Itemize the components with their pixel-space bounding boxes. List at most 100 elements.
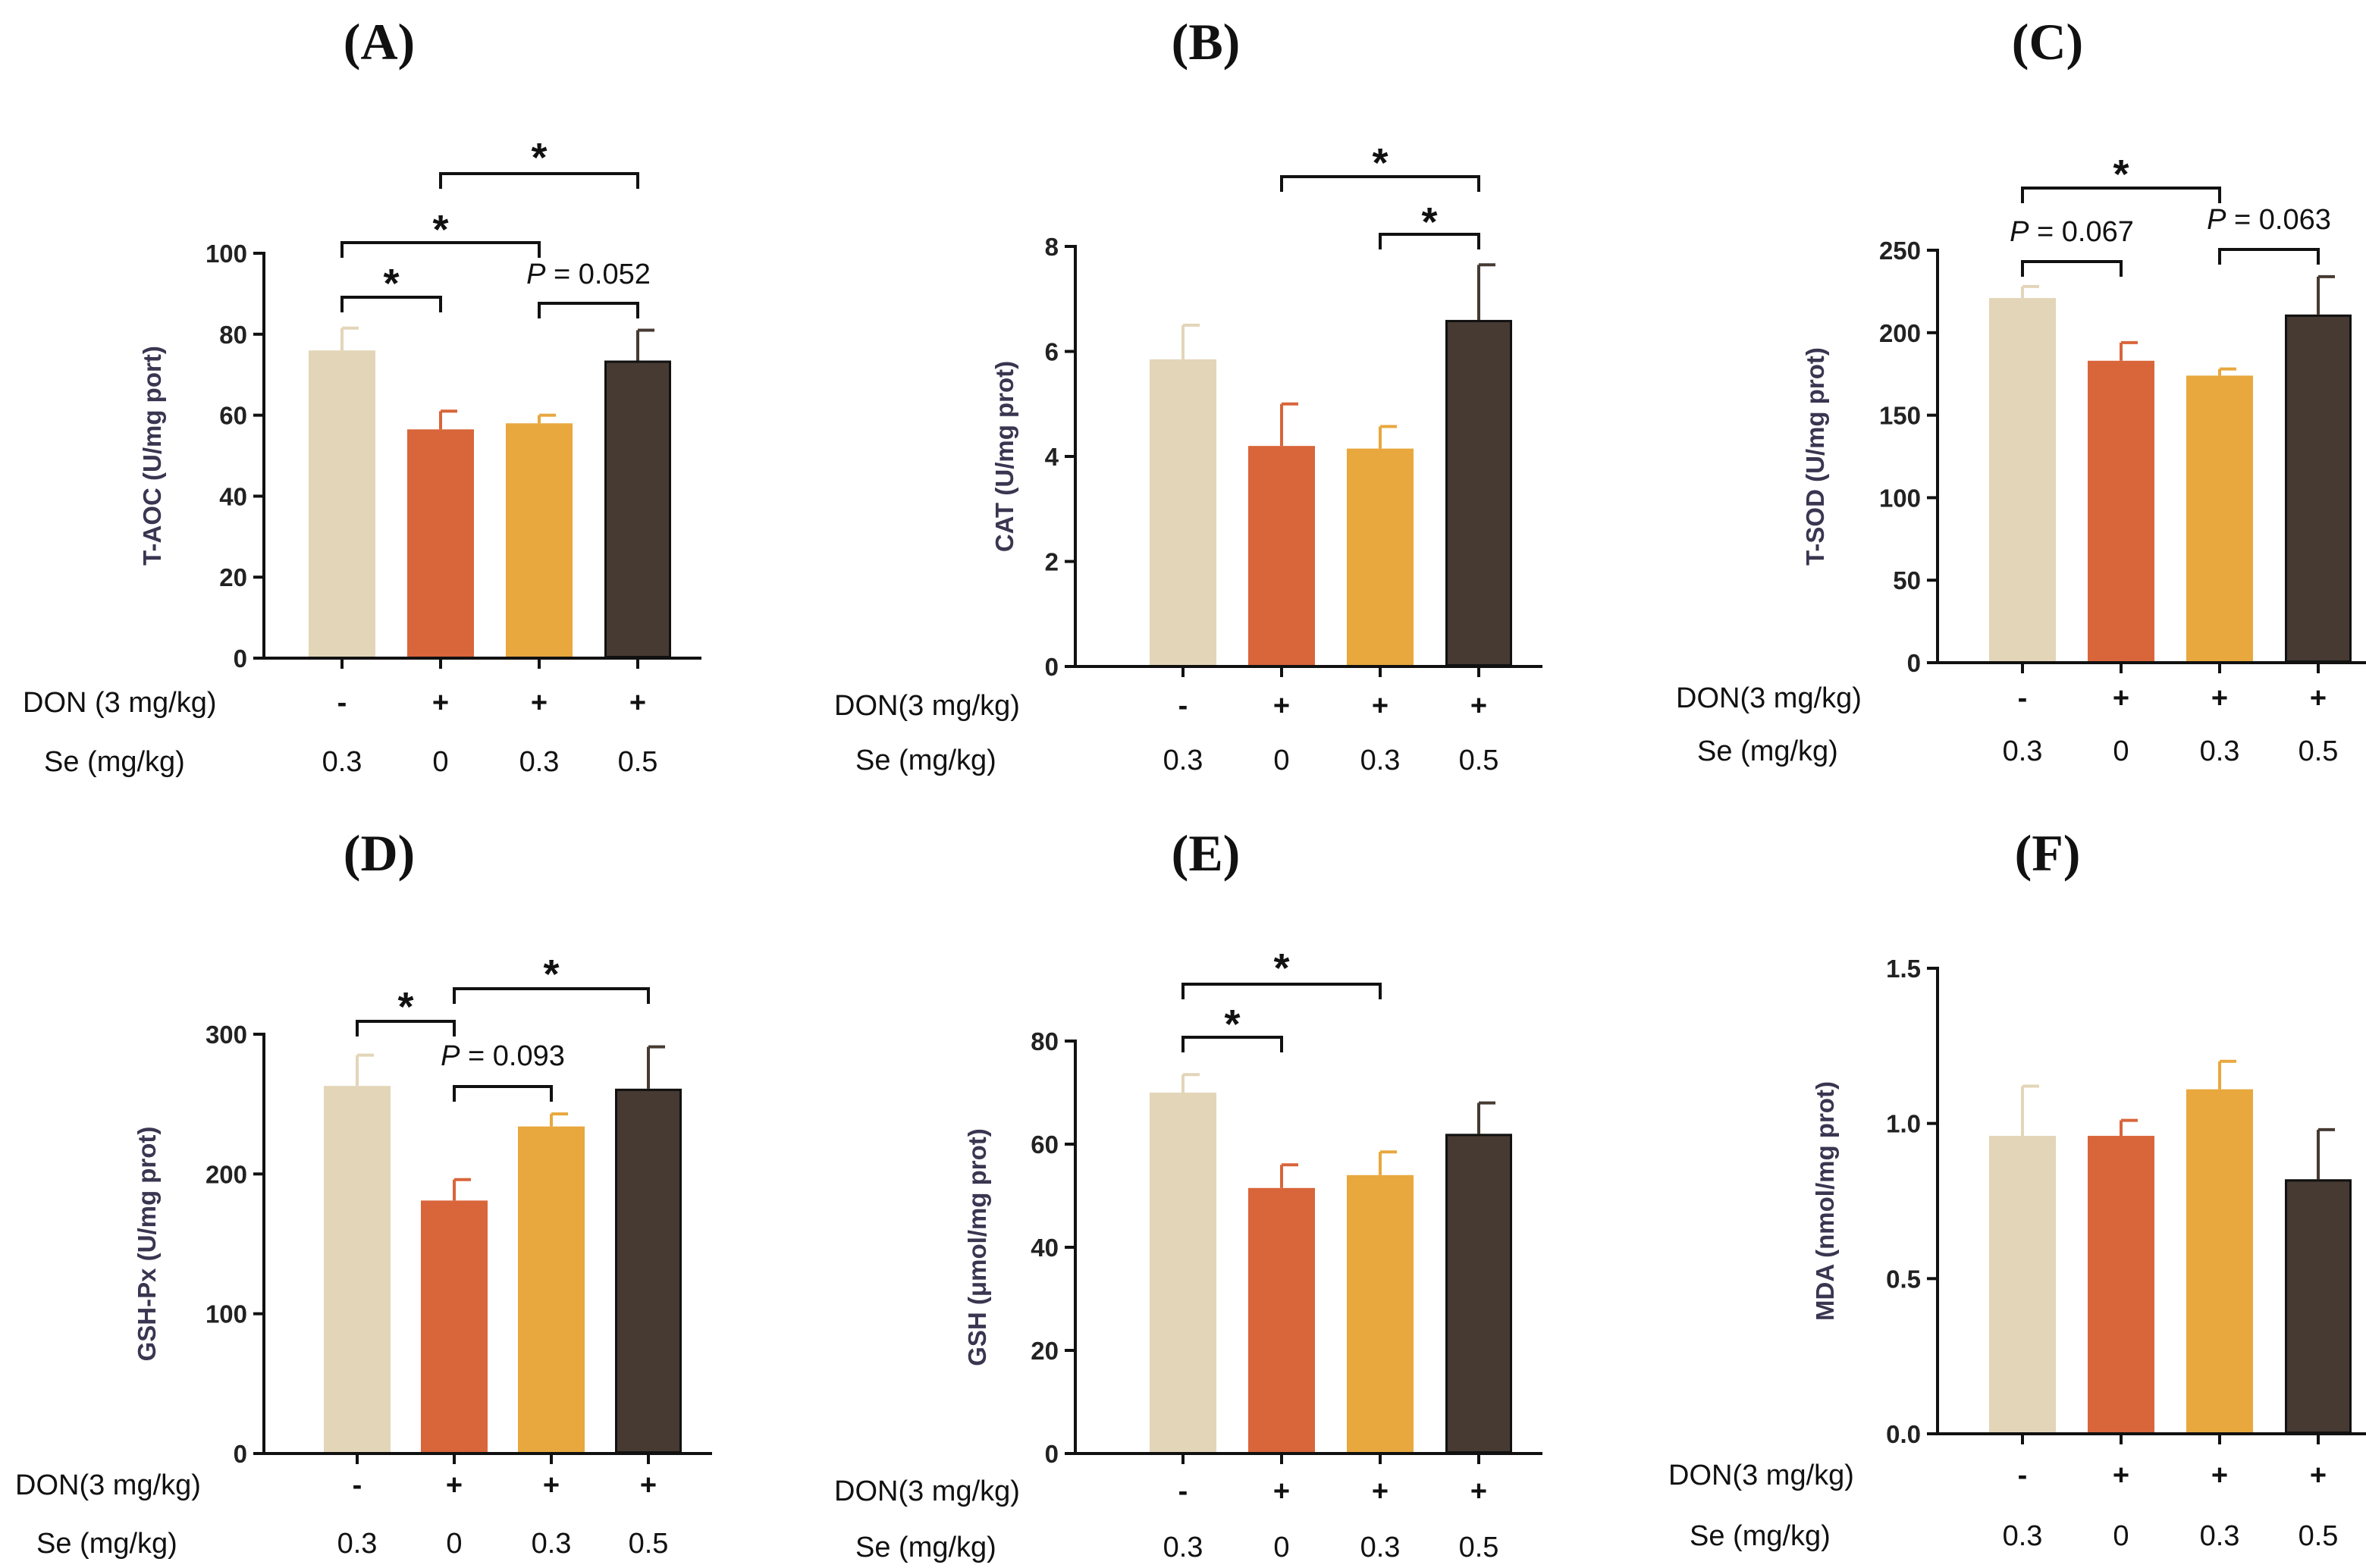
se-dose: 0.3 <box>2003 735 2043 767</box>
se-row-label: Se (mg/kg) <box>1690 1520 1831 1552</box>
don-sign: - <box>2018 682 2028 714</box>
don-sign: + <box>1273 1475 1290 1507</box>
y-tick-label: 0 <box>234 644 247 673</box>
significance-bracket <box>453 987 650 1004</box>
se-dose: 0 <box>2113 1520 2129 1552</box>
significance-star: * <box>2113 152 2129 197</box>
p-value-label: P = 0.093 <box>441 1040 565 1072</box>
se-dose: 0.5 <box>1459 1532 1499 1563</box>
y-axis-label: GSH (μmol/mg prot) <box>963 1128 991 1366</box>
bar-1 <box>407 429 474 658</box>
se-dose: 0.5 <box>629 1528 669 1560</box>
bar-0 <box>309 350 375 658</box>
se-dose: 0 <box>2113 735 2129 767</box>
chart-panel-c: (C) 0 50 100 150 200 250 T-SOD (U/mg prot) DON(3… <box>1676 13 2366 767</box>
panel-label: (B) <box>1172 13 1241 71</box>
don-row-label: DON(3 mg/kg) <box>834 690 1020 722</box>
y-tick-label: 0 <box>1907 649 1921 677</box>
don-sign: + <box>2211 1460 2228 1491</box>
y-tick-label: 100 <box>206 1300 247 1328</box>
bar-2 <box>1347 448 1414 666</box>
bar-3 <box>1445 319 1512 666</box>
significance-star: * <box>432 207 448 252</box>
y-tick-label: 250 <box>1879 237 1921 265</box>
se-dose: 0 <box>1273 745 1289 776</box>
bar-1 <box>1248 1187 1315 1454</box>
bar-0 <box>1150 1093 1216 1454</box>
bar-2 <box>518 1126 585 1454</box>
don-sign: - <box>1178 1475 1188 1507</box>
bar-1 <box>421 1200 488 1454</box>
y-tick-label: 2 <box>1045 548 1059 576</box>
y-tick-label: 0 <box>1045 653 1059 681</box>
se-row-label: Se (mg/kg) <box>44 746 185 778</box>
y-tick-label: 150 <box>1879 402 1921 430</box>
y-tick-label: 100 <box>206 240 247 268</box>
y-tick-label: 1.5 <box>1886 955 1921 983</box>
significance-star: * <box>1224 1002 1240 1047</box>
p-value-label: P = 0.063 <box>2207 204 2331 236</box>
don-sign: + <box>640 1469 657 1501</box>
significance-bracket <box>2021 260 2123 277</box>
bar-0 <box>1989 298 2056 663</box>
y-axis-label: T-SOD (U/mg prot) <box>1801 347 1829 566</box>
don-sign: - <box>353 1469 362 1501</box>
chart-panel-a: (A) 0 20 40 60 80 100 T-AOC (U/mg port) DON (3 m… <box>23 13 701 778</box>
don-row-label: DON(3 mg/kg) <box>1668 1460 1854 1491</box>
chart-panel-f: (F) 0.0 0.5 1.0 1.5 MDA (nmol/mg prot) DON(3 m… <box>1668 824 2366 1552</box>
bar-3 <box>615 1088 682 1454</box>
y-tick-label: 0.5 <box>1886 1265 1921 1293</box>
se-dose: 0 <box>1273 1532 1289 1563</box>
bar-2 <box>2186 1089 2253 1434</box>
chart-panel-d: (D) 0 100 200 300 GSH-Px (U/mg prot) DON(3 mg/… <box>15 824 712 1560</box>
don-row-label: DON(3 mg/kg) <box>834 1475 1020 1507</box>
chart-panel-b: (B) 0 2 4 6 8 CAT (U/mg prot) DON(3 mg/kg) Se (m… <box>834 13 1542 776</box>
significance-star: * <box>1421 199 1437 245</box>
y-tick-label: 1.0 <box>1886 1110 1921 1138</box>
panel-label: (A) <box>344 13 415 71</box>
bar-3 <box>604 360 671 658</box>
chart-panel-e: (E) 0 20 40 60 80 GSH (μmol/mg prot) DON(3 mg/k… <box>834 824 1542 1563</box>
y-tick-label: 0 <box>1045 1440 1059 1468</box>
don-sign: + <box>446 1469 463 1501</box>
bar-2 <box>1347 1174 1414 1454</box>
significance-bracket <box>1181 983 1382 999</box>
se-row-label: Se (mg/kg) <box>1697 735 1838 767</box>
p-value-label: P = 0.052 <box>526 259 651 290</box>
bar-0 <box>1150 359 1216 666</box>
don-sign: + <box>1372 1475 1389 1507</box>
significance-bracket <box>1379 233 1480 249</box>
y-axis-label: MDA (nmol/mg prot) <box>1811 1081 1839 1321</box>
y-tick-label: 300 <box>206 1021 247 1049</box>
se-row-label: Se (mg/kg) <box>855 745 996 776</box>
y-tick-label: 0.0 <box>1886 1420 1921 1448</box>
significance-star: * <box>397 984 413 1030</box>
bar-0 <box>1989 1136 2056 1434</box>
se-dose: 0.5 <box>2299 1520 2339 1552</box>
se-dose: 0.3 <box>2200 1520 2240 1552</box>
se-dose: 0.3 <box>2003 1520 2043 1552</box>
bar-1 <box>2088 1136 2154 1434</box>
se-dose: 0.3 <box>1360 745 1401 776</box>
don-sign: + <box>1470 1475 1487 1507</box>
don-sign: - <box>337 687 347 719</box>
don-sign: + <box>1273 690 1290 722</box>
y-tick-label: 100 <box>1879 484 1921 512</box>
bar-2 <box>506 423 573 658</box>
se-dose: 0.5 <box>618 746 658 778</box>
don-row-label: DON(3 mg/kg) <box>1676 682 1862 714</box>
don-sign: + <box>2113 682 2129 714</box>
y-tick-label: 40 <box>1031 1234 1059 1262</box>
bar-2 <box>2186 375 2253 663</box>
y-tick-label: 6 <box>1045 338 1059 366</box>
bar-3 <box>1445 1134 1512 1454</box>
se-row-label: Se (mg/kg) <box>36 1528 177 1560</box>
significance-star: * <box>383 261 399 306</box>
significance-bracket <box>1181 1036 1283 1052</box>
significance-bracket <box>453 1085 553 1102</box>
y-tick-label: 8 <box>1045 233 1059 261</box>
significance-bracket <box>1280 175 1480 192</box>
don-sign: + <box>2310 1460 2327 1491</box>
se-dose: 0.3 <box>1163 745 1203 776</box>
